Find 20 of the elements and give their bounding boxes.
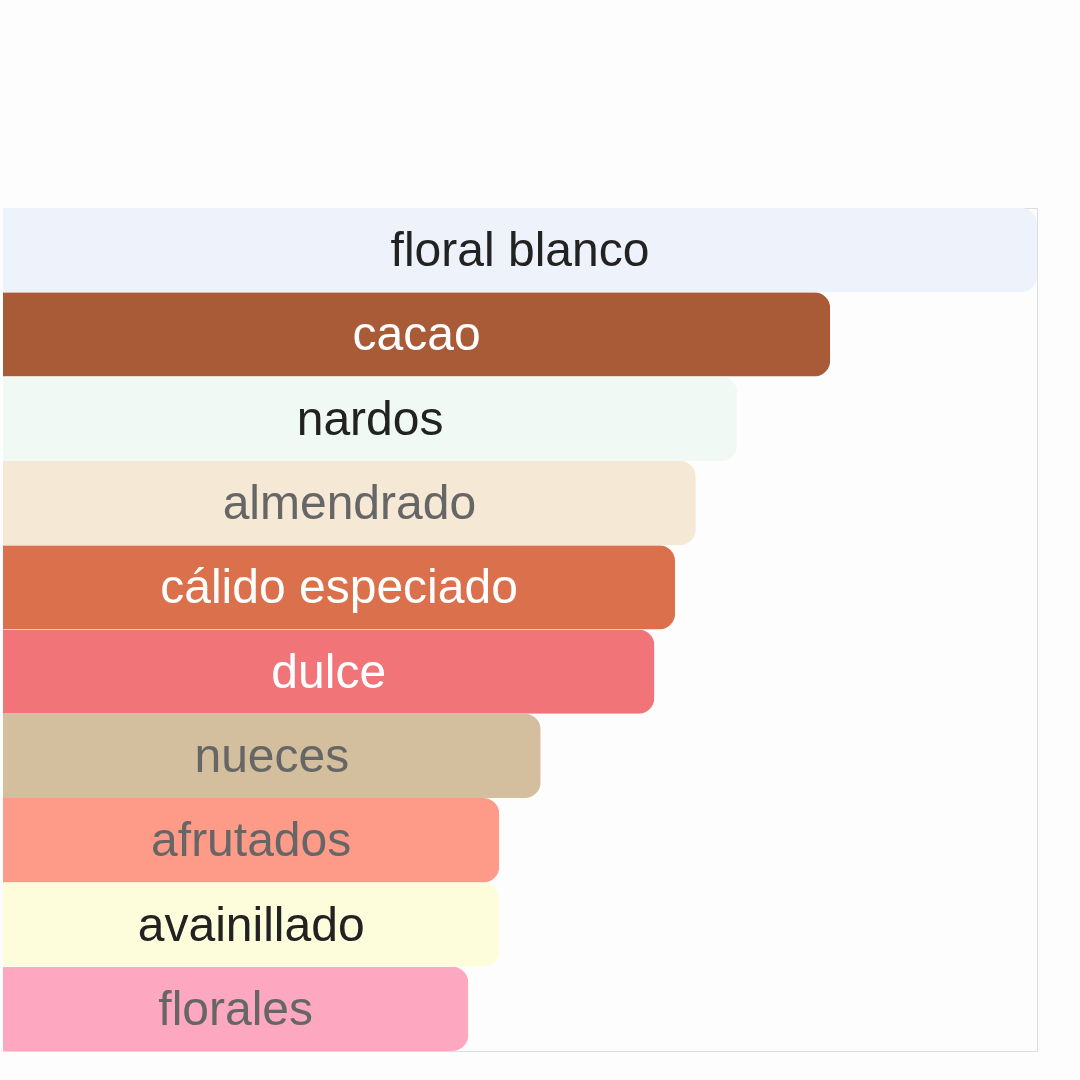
bar [3,629,655,714]
bar [3,292,831,377]
y-tick-label: almendrado [222,476,477,530]
y-tick-label: avainillado [137,897,365,951]
bar [3,208,1037,293]
y-tick-label: florales [158,981,314,1035]
y-tick-label: afrutados [151,813,352,867]
bar [3,798,500,883]
y-tick-label: dulce [271,644,387,698]
y-tick-label: floral blanco [390,223,650,277]
bar [3,882,500,967]
y-tick-label: cacao [352,307,481,361]
bar [3,460,696,546]
bar [3,713,541,799]
y-tick-label: nardos [296,391,444,445]
bar [3,376,738,461]
y-tick-label: cálido especiado [160,560,518,614]
bar [3,545,676,630]
y-tick-label: nueces [194,728,350,782]
bar [3,966,469,1051]
